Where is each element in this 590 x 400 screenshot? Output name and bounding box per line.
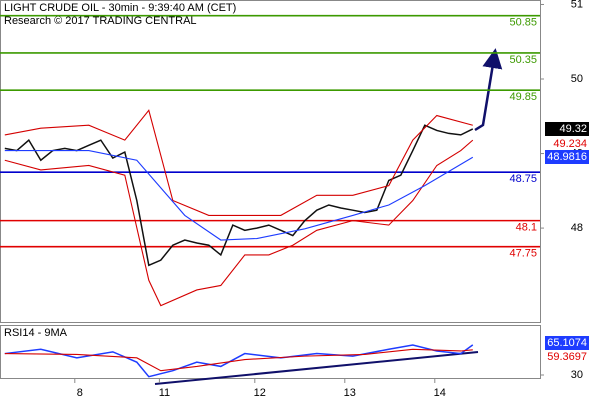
last-value-box: [545, 336, 589, 350]
level-label: 47.75: [509, 248, 537, 260]
rsi-panel-frame: [0, 325, 541, 379]
level-label: 49.85: [509, 91, 537, 103]
series-line: [4, 344, 474, 378]
y-tick-label: 50: [571, 73, 583, 85]
level-label: 48.75: [509, 173, 537, 185]
last-value-label: 59.3697: [547, 351, 587, 363]
series-line: [4, 109, 473, 216]
forecast-arrow: [474, 48, 503, 132]
price-panel-frame: [0, 0, 541, 323]
chart-title: LIGHT CRUDE OIL - 30min - 9:39:40 AM (CE…: [4, 2, 236, 14]
level-label: 50.85: [509, 17, 537, 29]
y-tick-label: 51: [571, 0, 583, 10]
x-tick-label: 12: [254, 387, 266, 399]
y-tick-label: 30: [571, 369, 583, 381]
last-value-box: [545, 122, 589, 136]
x-tick-label: 13: [344, 387, 356, 399]
series-line: [4, 150, 474, 241]
level-label: 50.35: [509, 54, 537, 66]
series-line: [4, 348, 473, 372]
chart-subtitle: Research © 2017 TRADING CENTRAL: [4, 15, 197, 27]
x-tick-label: 8: [77, 387, 83, 399]
x-tick-label: 14: [434, 387, 446, 399]
series-line: [4, 139, 474, 307]
level-label: 48.1: [516, 222, 537, 234]
last-value-label: 48.9816: [547, 151, 587, 163]
last-value-label: 65.1074: [547, 337, 587, 349]
rsi-trend-line: [154, 351, 479, 385]
last-value-label: 49.234: [553, 138, 587, 150]
rsi-title: RSI14 - 9MA: [4, 327, 68, 339]
series-line: [4, 124, 474, 267]
last-value-label: 49.32: [559, 123, 587, 135]
x-tick-label: 11: [159, 387, 170, 399]
last-value-box: [545, 150, 589, 164]
y-tick-label: 48: [571, 222, 583, 234]
